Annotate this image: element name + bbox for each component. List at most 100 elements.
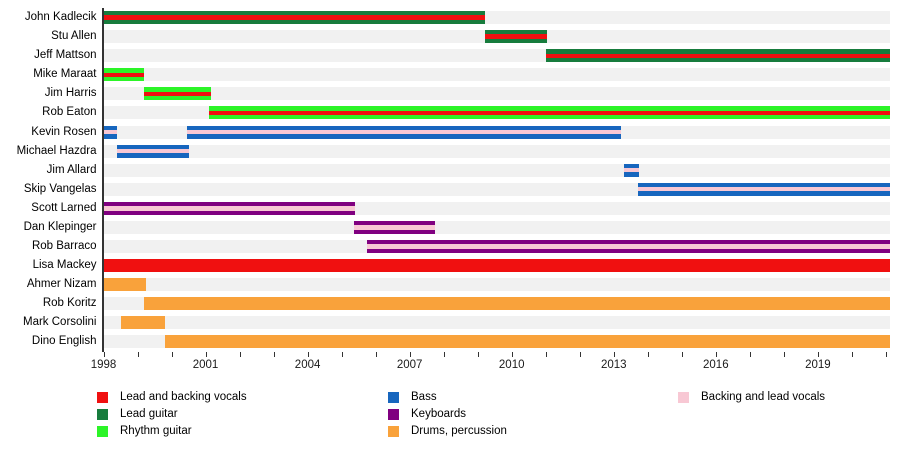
legend-label: Backing and lead vocals	[701, 391, 826, 403]
legend-swatch-keyboards	[388, 409, 399, 420]
x-axis-tick-label: 1998	[90, 358, 117, 371]
bar-stripe	[637, 187, 890, 192]
x-axis-tick	[545, 351, 547, 357]
x-axis-tick	[851, 351, 854, 357]
x-axis-tick-label: 2019	[805, 358, 831, 371]
x-axis-tick	[477, 351, 479, 357]
member-label: Scott Larned	[31, 201, 97, 214]
legend-item-bass: Bass	[388, 391, 507, 403]
timeline-bar	[103, 259, 890, 273]
member-label: Skip Vangelas	[23, 182, 97, 195]
x-axis-tick	[103, 351, 105, 357]
bar-stripe	[623, 168, 640, 173]
timeline-bar	[103, 125, 118, 139]
x-axis-tick	[273, 351, 275, 357]
bar-stripe	[103, 72, 145, 77]
legend-label: Lead guitar	[120, 408, 178, 420]
timeline-bar	[144, 87, 211, 101]
x-axis-tick	[647, 351, 649, 357]
x-axis-tick-label: 2010	[498, 358, 525, 371]
legend-label: Rhythm guitar	[120, 425, 192, 437]
timeline-bar	[144, 297, 890, 311]
legend-item-lead-guitar: Lead guitar	[97, 408, 247, 420]
x-axis-tick	[409, 351, 411, 357]
timeline-bar	[103, 278, 147, 292]
timeline-bar	[623, 163, 640, 177]
x-axis-tick	[171, 351, 173, 357]
legend-column: Bass Keyboards Drums, percussion	[388, 391, 507, 437]
bar-stripe	[144, 91, 211, 97]
legend-swatch-rhythm-guitar	[97, 426, 108, 437]
x-axis-tick	[307, 351, 309, 357]
x-axis-tick	[375, 351, 377, 357]
x-axis-tick	[715, 351, 717, 357]
member-track	[103, 68, 890, 82]
member-label: Lisa Mackey	[32, 259, 97, 272]
x-axis-tick-label: 2004	[294, 358, 321, 371]
timeline-bar	[120, 316, 165, 330]
x-axis-tick	[137, 351, 139, 357]
bar-stripe	[103, 15, 485, 20]
member-label: Mike Maraat	[33, 68, 97, 81]
timeline-bar	[367, 240, 890, 254]
member-track	[103, 316, 890, 330]
member-track	[103, 144, 890, 158]
member-label: Rob Koritz	[42, 297, 97, 310]
member-label: Mark Corsolini	[23, 316, 97, 329]
timeline-bar	[353, 220, 436, 234]
x-axis-tick	[341, 351, 343, 357]
bar-stripe	[484, 34, 548, 39]
x-axis-tick	[511, 351, 513, 357]
member-label: Michael Hazdra	[16, 144, 97, 157]
legend-item-drums: Drums, percussion	[388, 425, 507, 437]
legend-label: Bass	[411, 391, 437, 403]
x-axis-tick-label: 2016	[703, 358, 729, 371]
x-axis-tick	[443, 351, 445, 357]
bar-stripe	[367, 244, 890, 249]
timeline-bar	[164, 335, 890, 349]
timeline-bar	[117, 144, 189, 158]
legend: Lead and backing vocals Lead guitar Rhythm…	[0, 0, 900, 437]
bar-stripe	[186, 129, 621, 135]
member-label: Jeff Mattson	[34, 49, 97, 62]
x-axis-tick	[885, 351, 888, 357]
member-label: Ahmer Nizam	[26, 278, 97, 291]
x-axis-tick	[681, 351, 683, 357]
x-axis-tick	[579, 351, 581, 357]
member-label: Jim Allard	[46, 163, 97, 176]
x-axis-tick-label: 2007	[396, 358, 423, 371]
legend-label: Drums, percussion	[411, 425, 507, 437]
bar-stripe	[103, 129, 118, 135]
timeline-bar	[208, 106, 890, 120]
member-track	[103, 220, 890, 234]
member-label: Stu Allen	[51, 30, 97, 43]
legend-swatch-drums	[388, 426, 399, 437]
member-track	[103, 163, 890, 177]
legend-item-keyboards: Keyboards	[388, 408, 507, 420]
member-label: Kevin Rosen	[31, 125, 97, 138]
member-track	[103, 278, 890, 292]
legend-label: Lead and backing vocals	[120, 391, 247, 403]
bar-stripe	[208, 110, 890, 116]
bar-stripe	[117, 148, 189, 154]
legend-swatch-backing-vocals	[678, 392, 689, 403]
x-axis-tick	[239, 351, 241, 357]
bar-stripe	[545, 53, 890, 58]
x-axis-tick	[613, 351, 615, 357]
x-axis-tick-label: 2001	[192, 358, 219, 371]
timeline-bar	[545, 49, 890, 63]
timeline-bar	[103, 201, 356, 215]
member-label: Rob Eaton	[42, 106, 97, 119]
legend-item-rhythm-guitar: Rhythm guitar	[97, 425, 247, 437]
member-label: Dan Klepinger	[23, 220, 97, 233]
member-label: Rob Barraco	[31, 240, 97, 253]
legend-column: Lead and backing vocals Lead guitar Rhythm…	[97, 391, 247, 437]
member-track	[103, 87, 890, 101]
legend-swatch-bass	[388, 392, 399, 403]
x-axis-tick	[205, 351, 207, 357]
timeline-bar	[103, 68, 145, 82]
y-axis-line	[102, 8, 104, 352]
timeline-bar	[186, 125, 621, 139]
legend-column: Backing and lead vocals	[678, 391, 826, 403]
